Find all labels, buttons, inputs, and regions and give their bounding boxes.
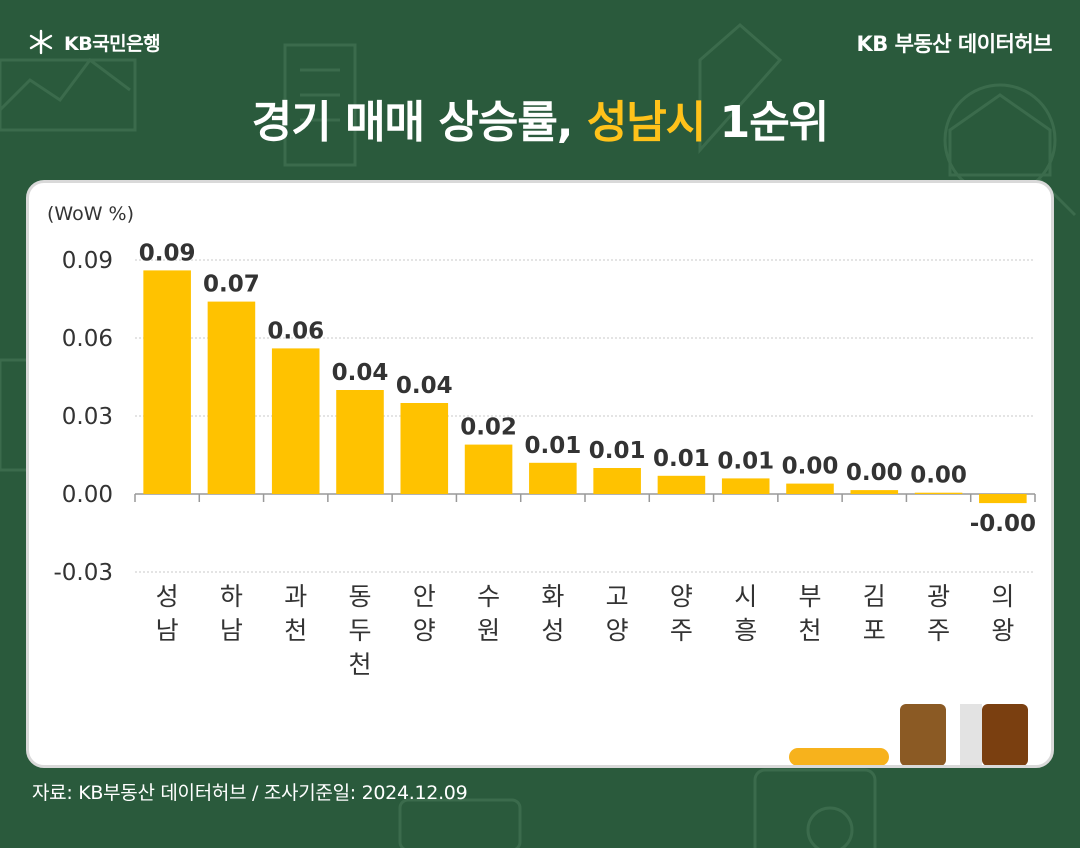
calculator-outline-icon [753, 768, 877, 848]
unit-label: (WoW %) [47, 203, 135, 225]
bar [464, 444, 513, 494]
bar [721, 478, 770, 494]
data-label: 0.06 [267, 318, 324, 344]
bar [850, 490, 899, 494]
bar [657, 475, 706, 494]
house-outline-icon [948, 93, 1052, 177]
data-label: -0.00 [970, 511, 1036, 537]
bar [400, 403, 449, 494]
data-label: 0.04 [396, 373, 453, 399]
title-highlight: 성남시 [586, 97, 706, 148]
data-label: 0.00 [910, 463, 967, 489]
data-label: 0.04 [332, 360, 389, 386]
title-prefix: 경기 매매 상승률, [251, 97, 587, 148]
line-chart-outline-icon [0, 57, 131, 112]
coin-outline-icon [806, 806, 854, 848]
bar [593, 468, 641, 494]
bar [914, 492, 963, 494]
data-label: 0.07 [203, 272, 260, 298]
building-outline-icon [283, 43, 357, 167]
bank-name: KB국민은행 [64, 32, 161, 55]
y-tick-label: -0.03 [53, 560, 113, 586]
hub-name: KB 부동산 데이터허브 [856, 32, 1053, 56]
bar [529, 462, 577, 494]
kb-star-icon [29, 29, 53, 55]
data-label: 0.02 [460, 415, 517, 441]
data-label: 0.00 [846, 460, 903, 486]
y-tick-label: 0.06 [62, 326, 113, 352]
source-note: 자료: KB부동산 데이터허브 / 조사기준일: 2024.12.09 [32, 782, 468, 804]
data-label: 0.01 [653, 446, 710, 472]
page-title: 경기 매매 상승률, 성남시 1순위 [0, 86, 1080, 150]
bar [143, 270, 191, 494]
data-label: 0.09 [139, 240, 196, 266]
kb-bank-logo[interactable]: KB국민은행 [26, 26, 161, 58]
money-stack-outline-icon [398, 798, 522, 848]
data-label: 0.01 [717, 448, 774, 474]
chart-card: (WoW %) 0.09 0.06 0.03 0.00 -0.03 0.09 성 남 0.07 하… [26, 180, 1054, 768]
data-label: 0.01 [524, 433, 581, 459]
y-tick-label: 0.00 [62, 482, 113, 508]
bar [271, 348, 320, 494]
data-label: 0.00 [782, 454, 839, 480]
decorative-books-icon [789, 704, 1028, 765]
bar [336, 390, 384, 494]
title-suffix: 1순위 [705, 97, 830, 148]
data-label: 0.01 [589, 438, 646, 464]
bar [979, 494, 1027, 504]
y-tick-label: 0.03 [62, 404, 113, 430]
bar [207, 301, 256, 494]
ruler-outline-icon [698, 23, 783, 154]
bar [786, 483, 834, 494]
bar-chart: 0.09 0.06 0.03 0.00 -0.03 0.09 성 남 0.07 하 남 0.06 과 천 0… [53, 240, 1036, 679]
y-tick-label: 0.09 [62, 248, 113, 274]
